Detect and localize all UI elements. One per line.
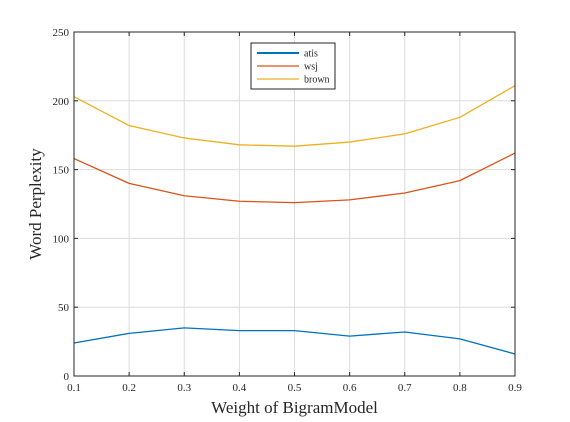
y-tick-label: 200 [53, 96, 70, 108]
x-tick-label: 0.2 [122, 382, 136, 394]
x-axis-title: Weight of BigramModel [211, 398, 378, 417]
x-tick-label: 0.7 [398, 382, 412, 394]
series-line-wsj [73, 152, 516, 204]
x-tick-labels: 0.1 0.2 0.3 0.4 0.5 0.6 0.7 0.8 0.9 [67, 382, 522, 394]
y-tick-labels: 0 50 100 150 200 250 [53, 27, 70, 383]
series-line-brown [73, 85, 516, 147]
y-tick-label: 0 [64, 371, 70, 383]
x-tick-label: 0.3 [177, 382, 191, 394]
series-lines [73, 85, 516, 355]
x-tick-label: 0.6 [343, 382, 357, 394]
y-tick-label: 250 [53, 27, 70, 39]
series-line-atis [73, 327, 516, 355]
legend: atis wsj brown [250, 42, 336, 90]
y-tick-label: 150 [53, 165, 70, 177]
y-tick-label: 50 [58, 302, 70, 314]
legend-label-atis: atis [304, 49, 318, 60]
x-tick-label: 0.9 [508, 382, 522, 394]
legend-label-wsj: wsj [304, 62, 318, 73]
y-axis-title: Word Perplexity [26, 148, 45, 260]
x-tick-label: 0.5 [288, 382, 302, 394]
x-tick-label: 0.8 [453, 382, 467, 394]
legend-label-brown: brown [304, 75, 330, 86]
axis-ticks [73, 31, 516, 377]
y-tick-label: 100 [53, 233, 70, 245]
x-tick-label: 0.4 [233, 382, 247, 394]
grid-lines [73, 31, 516, 377]
x-tick-label: 0.1 [67, 382, 81, 394]
